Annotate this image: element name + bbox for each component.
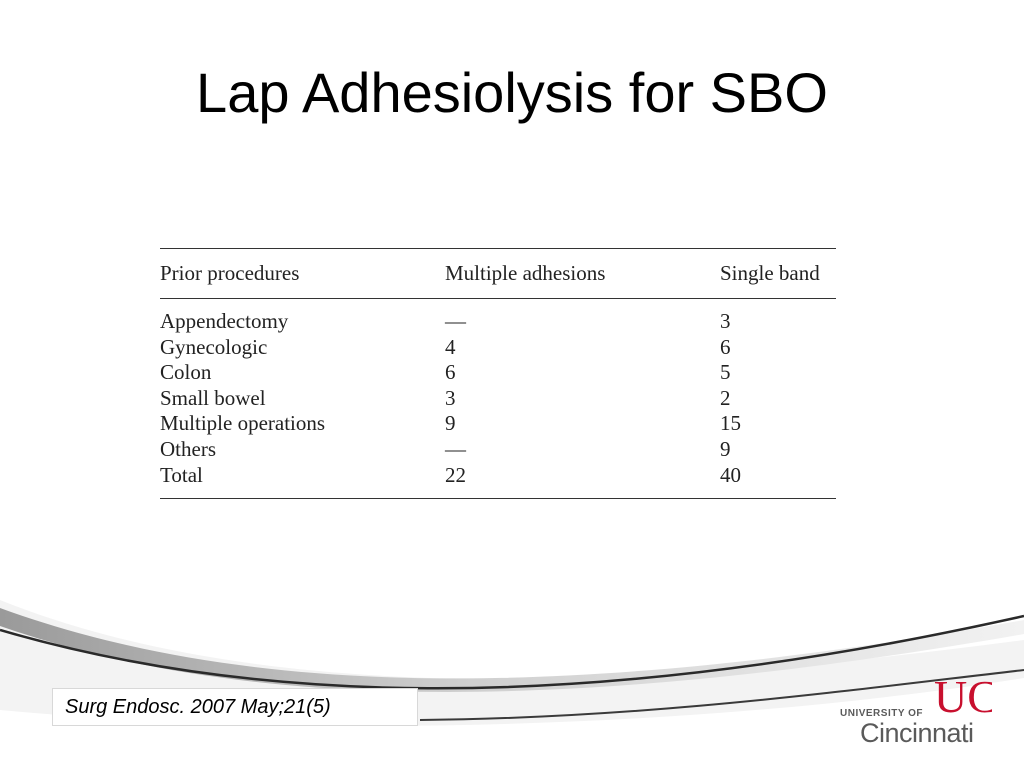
logo-university-of: UNIVERSITY OF bbox=[840, 708, 923, 719]
logo-cincinnati: Cincinnati bbox=[860, 718, 974, 748]
cell-procedure: Appendectomy bbox=[160, 309, 289, 333]
uc-monogram-text: UC bbox=[934, 672, 992, 718]
cell-multiple-adhesions: 9 bbox=[445, 411, 456, 436]
uc-monogram-icon: UC bbox=[934, 672, 992, 718]
table-row: Small bowel 3 2 bbox=[160, 386, 836, 412]
table-row: Appendectomy — 3 bbox=[160, 299, 836, 335]
cell-multiple-adhesions: 3 bbox=[445, 385, 456, 410]
cell-procedure: Gynecologic bbox=[160, 334, 268, 359]
cell-multiple-adhesions: 6 bbox=[445, 360, 456, 385]
cell-multiple-adhesions: — bbox=[445, 436, 466, 461]
cell-multiple-adhesions: — bbox=[445, 309, 466, 333]
cell-single-band: 40 bbox=[720, 462, 836, 500]
prior-procedures-table: Prior procedures Multiple adhesions Sing… bbox=[160, 248, 836, 500]
header-multiple-adhesions: Multiple adhesions bbox=[445, 248, 720, 299]
cell-procedure: Total bbox=[160, 462, 445, 500]
table-row-total: Total 22 40 bbox=[160, 462, 836, 500]
cell-procedure: Colon bbox=[160, 360, 212, 385]
cell-single-band: 6 bbox=[720, 334, 731, 359]
cell-procedure: Small bowel bbox=[160, 385, 266, 410]
cell-multiple-adhesions: 22 bbox=[445, 462, 720, 500]
header-single-band: Single band bbox=[720, 248, 836, 299]
footer-swoosh-decoration bbox=[0, 600, 1024, 768]
cell-single-band: 2 bbox=[720, 385, 731, 410]
table-row: Gynecologic 4 6 bbox=[160, 335, 836, 361]
cell-single-band: 5 bbox=[720, 360, 731, 385]
cell-single-band: 3 bbox=[720, 309, 731, 333]
cell-single-band: 15 bbox=[720, 411, 741, 436]
cell-single-band: 9 bbox=[720, 436, 731, 461]
university-logo: UC UNIVERSITY OF Cincinnati bbox=[836, 672, 996, 752]
table-row: Colon 6 5 bbox=[160, 360, 836, 386]
table-header-row: Prior procedures Multiple adhesions Sing… bbox=[160, 248, 836, 299]
table-row: Others — 9 bbox=[160, 437, 836, 463]
header-prior-procedures: Prior procedures bbox=[160, 248, 445, 299]
citation-box: Surg Endosc. 2007 May;21(5) bbox=[52, 688, 418, 726]
data-table-container: Prior procedures Multiple adhesions Sing… bbox=[160, 248, 836, 500]
cell-procedure: Multiple operations bbox=[160, 411, 326, 436]
table-row: Multiple operations 9 15 bbox=[160, 411, 836, 437]
cell-multiple-adhesions: 4 bbox=[445, 334, 456, 359]
cell-procedure: Others bbox=[160, 436, 216, 461]
slide-title: Lap Adhesiolysis for SBO bbox=[196, 61, 828, 124]
